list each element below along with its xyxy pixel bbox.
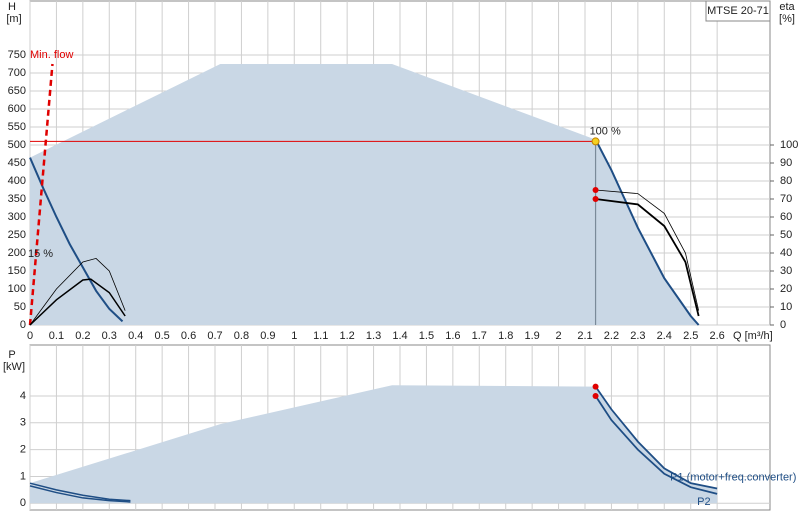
legend-box [705,0,771,22]
x-tick-label: 2.6 [709,330,724,342]
x-tick-label: 0.1 [49,330,64,342]
x-tick-label: 0.9 [260,330,275,342]
y2-tick-label: 20 [780,283,792,295]
x-tick-label: 2.5 [683,330,698,342]
x-tick-label: 0.7 [207,330,222,342]
x-tick-label: 0.8 [234,330,249,342]
y2-tick-label: 70 [780,193,792,205]
y2-tick-label: 80 [780,175,792,187]
y-tick-label: 400 [8,175,26,187]
curve [594,386,718,490]
y-tick-label: 100 [8,283,26,295]
operating-area [30,64,699,325]
y2-tick-label: 40 [780,247,792,259]
y-tick-label: 350 [8,193,26,205]
y2-tick-label: 90 [780,157,792,169]
y2-tick-label: 10 [780,301,792,313]
y-tick-label: 550 [8,121,26,133]
operating-point [592,196,599,202]
operating-area [30,385,718,504]
x-tick-label: 2 [556,330,562,342]
y-tick-label: 3 [20,417,26,429]
x-tick-label: 1.5 [419,330,434,342]
x-tick-label: 1 [291,330,297,342]
x-tick-label: 2.1 [577,330,592,342]
min-flow-line [28,63,54,326]
operating-point [592,392,599,399]
x-tick-label: 0.3 [102,330,117,342]
operating-point [592,383,599,390]
x-tick-label: 1.9 [524,330,539,342]
x-tick-label: 1.6 [445,330,460,342]
y2-tick-label: 60 [780,211,792,223]
y-tick-label: 450 [8,157,26,169]
y-tick-label: 750 [8,49,26,61]
y2-tick-label: 50 [780,229,792,241]
x-tick-label: 0.4 [128,330,143,342]
curve-label: P2 [697,496,710,508]
curve [29,278,126,326]
x-tick-label: 2.2 [604,330,619,342]
duty-label: 100 % [590,125,621,137]
y-tick-label: 650 [8,85,26,97]
curve [595,189,700,311]
y-tick-label: 1 [20,470,26,482]
y2-tick-label: 100 [780,139,798,151]
x-tick-label: 0 [27,330,33,342]
x-tick-label: 2.3 [630,330,645,342]
curve [29,257,126,326]
y-tick-label: 2 [20,444,26,456]
y-tick-label: 50 [14,301,26,313]
y-tick-label: 500 [8,139,26,151]
y-tick-label: 150 [8,265,26,277]
x-tick-label: 1.7 [472,330,487,342]
annotation: 15 % [28,248,53,260]
annotation: Min. flow [30,49,73,61]
y-axis-label: P [8,349,15,361]
x-tick-label: 1.4 [392,330,407,342]
x-tick-label: 1.8 [498,330,513,342]
x-tick-label: 1.2 [339,330,354,342]
curve-label: P1 (motor+freq.converter) [670,471,796,483]
curve [29,482,131,502]
x-tick-label: 1.1 [313,330,328,342]
duty-point [591,137,600,146]
y-tick-label: 0 [20,319,26,331]
x-tick-label: 1.3 [366,330,381,342]
y-axis-unit: [m] [6,13,21,25]
y-tick-label: 600 [8,103,26,115]
y-tick-label: 300 [8,211,26,223]
curve [594,395,718,495]
y-tick-label: 700 [8,67,26,79]
x-axis-label: Q [m³/h] [733,330,773,342]
y2-tick-label: 0 [780,319,786,331]
curve [595,198,700,317]
y-axis-label: H [8,1,16,13]
y-tick-label: 200 [8,247,26,259]
curve [29,485,131,503]
y-tick-label: 0 [20,497,26,509]
y-tick-label: 250 [8,229,26,241]
x-tick-label: 0.5 [154,330,169,342]
y2-axis-unit: [%] [779,13,795,25]
x-tick-label: 2.4 [657,330,672,342]
y2-tick-label: 30 [780,265,792,277]
curve [594,139,700,326]
y-axis-unit: [kW] [3,361,25,373]
operating-point [592,187,599,193]
y2-axis-label: eta [779,1,795,13]
chart-title: MTSE 20-71 [707,5,769,17]
y-tick-label: 4 [20,390,26,402]
curve [29,157,124,323]
x-tick-label: 0.6 [181,330,196,342]
x-tick-label: 0.2 [75,330,90,342]
